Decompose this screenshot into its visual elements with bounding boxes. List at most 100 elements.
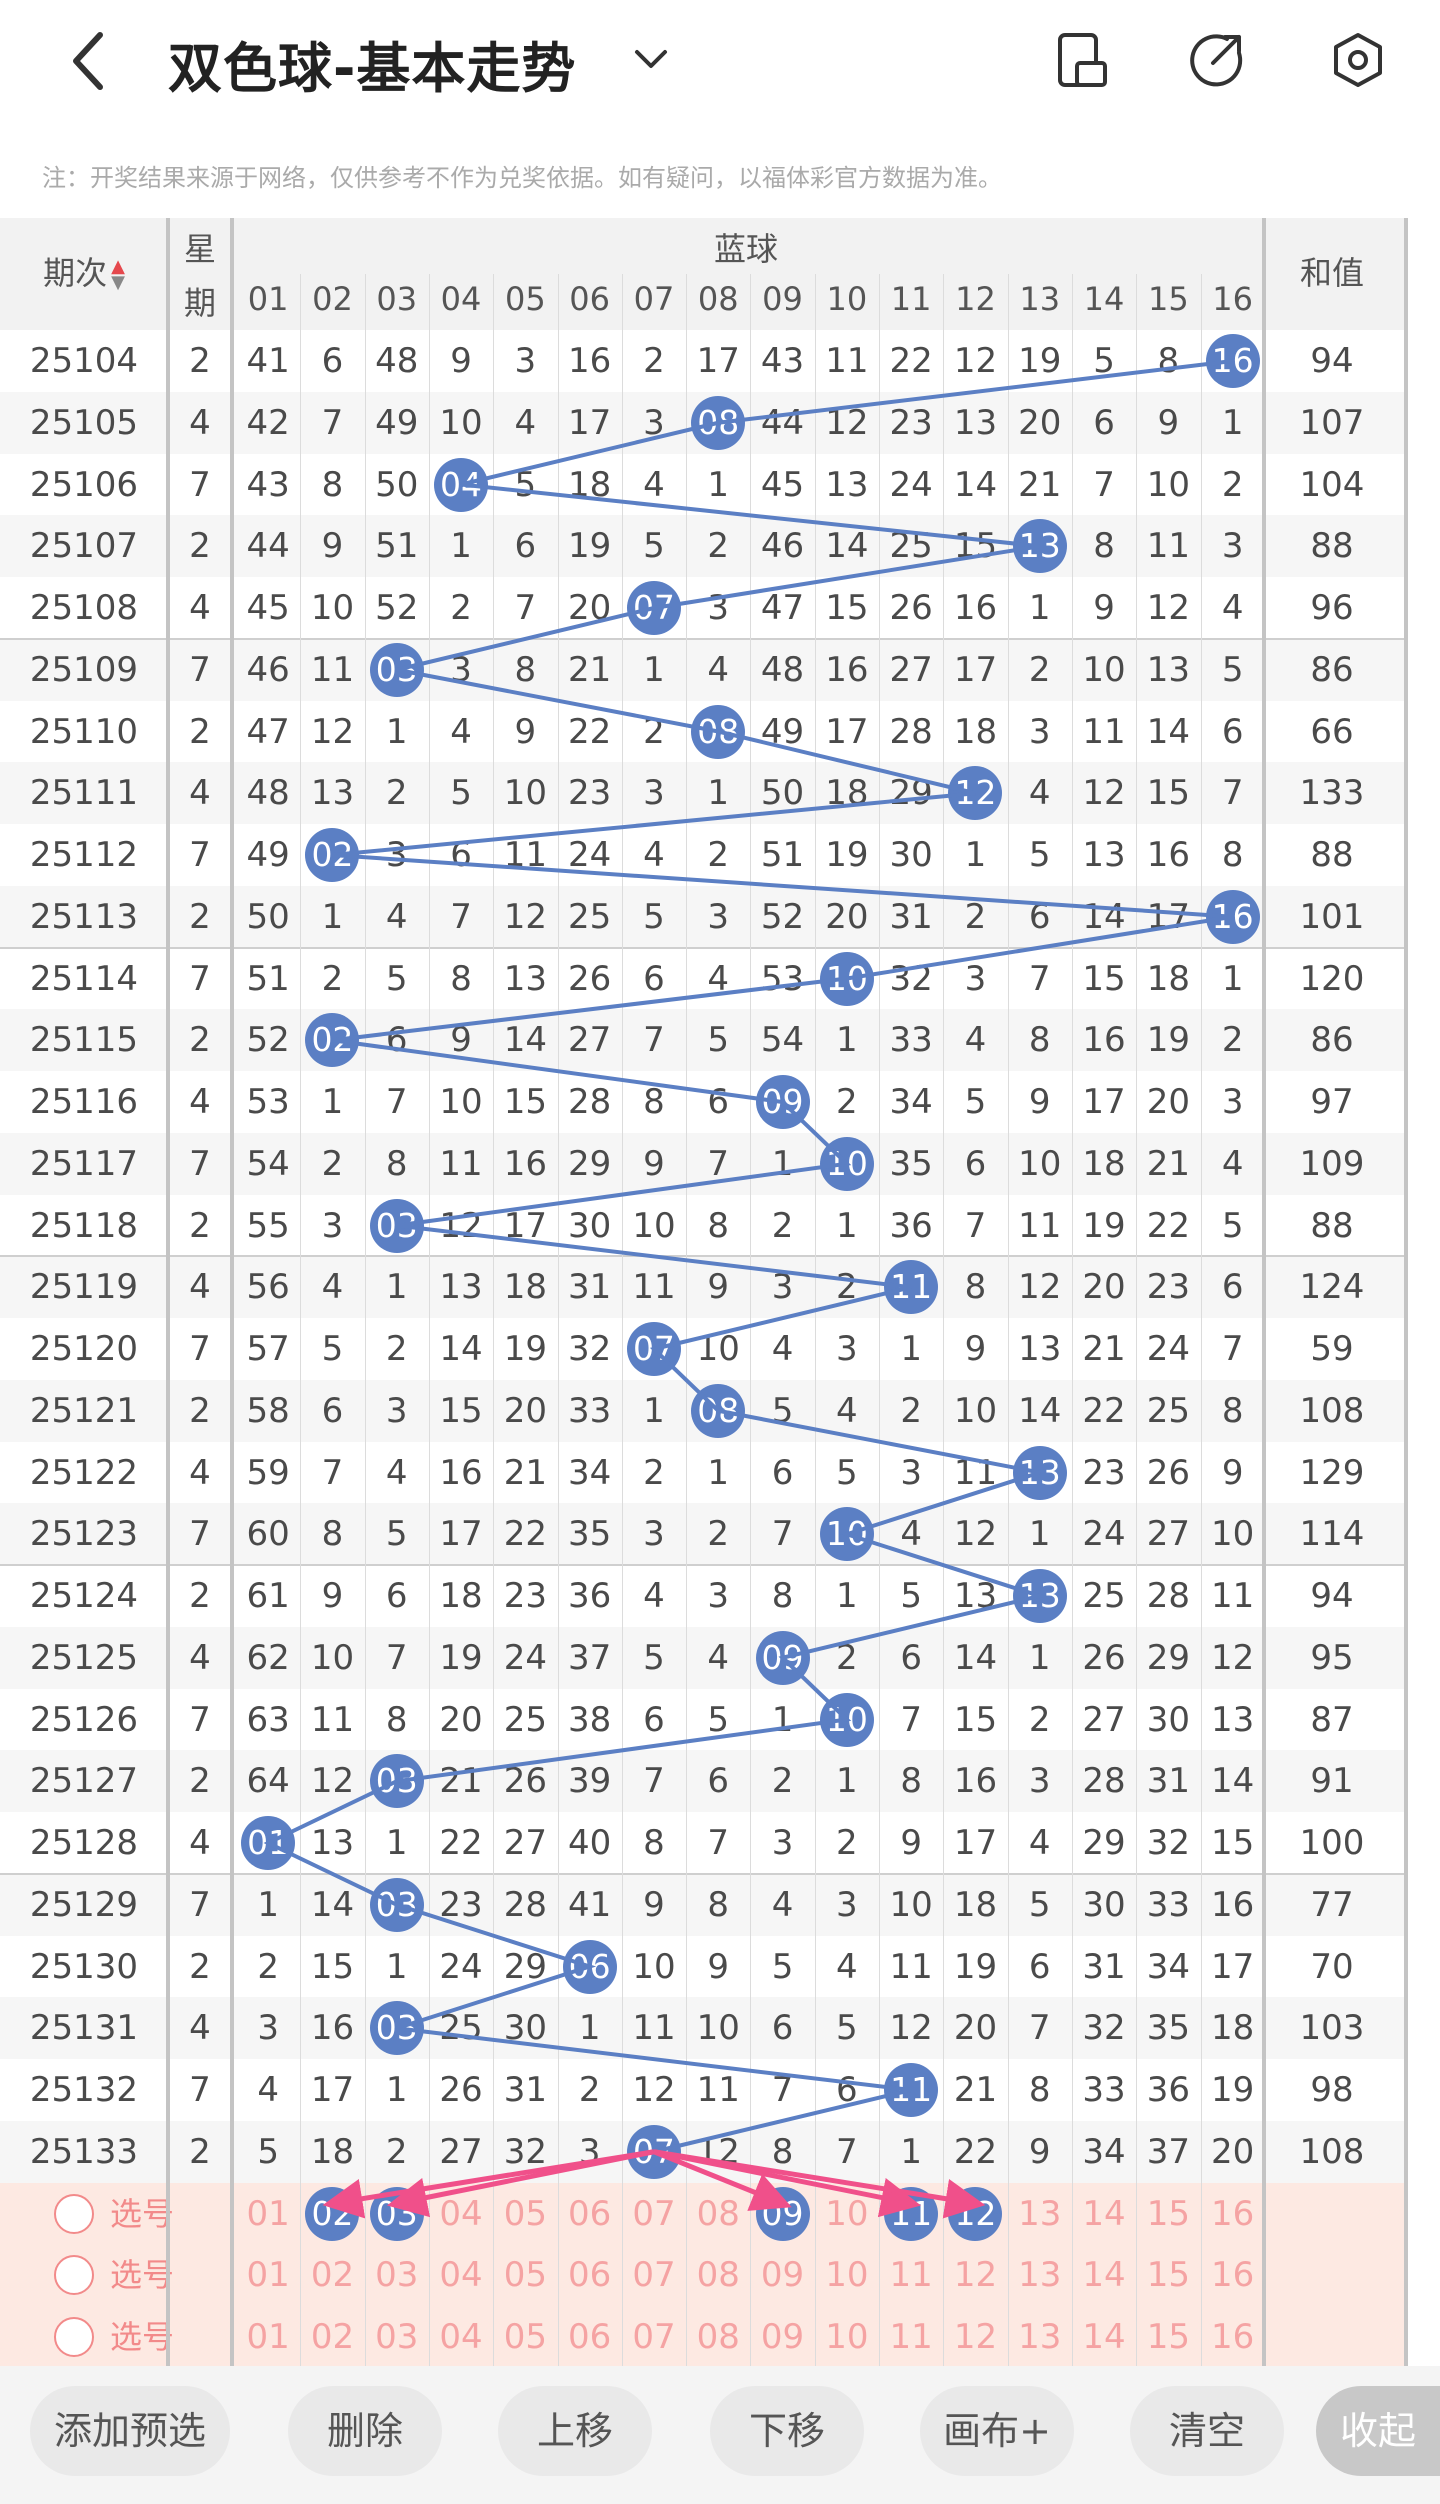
back-button[interactable] — [58, 26, 118, 96]
selectable-number[interactable]: 06 — [568, 2317, 612, 2357]
miss-count: 1 — [771, 1699, 794, 1740]
miss-count: 15 — [1146, 773, 1190, 814]
selectable-number[interactable]: 04 — [439, 2317, 483, 2357]
selectable-number[interactable]: 15 — [1146, 2255, 1190, 2296]
collapse-button[interactable]: 收起 — [1316, 2386, 1440, 2476]
selectable-number[interactable]: 01 — [246, 2317, 290, 2357]
issue-header[interactable]: 期次 ▲ ▼ — [0, 248, 168, 294]
selectable-number[interactable]: 07 — [632, 2255, 676, 2296]
selectable-number[interactable]: 05 — [503, 2193, 547, 2234]
miss-count: 3 — [1221, 526, 1244, 567]
selectable-number[interactable]: 10 — [825, 2193, 869, 2234]
weekday: 7 — [189, 1699, 211, 1740]
miss-count: 2 — [1028, 1699, 1051, 1740]
move-down-button[interactable]: 下移 — [710, 2386, 864, 2476]
add-preselect-button[interactable]: 添加预选 — [30, 2386, 230, 2476]
blue-ball-hit: 08 — [691, 1383, 746, 1438]
selectable-number[interactable]: 04 — [439, 2193, 483, 2234]
share-button[interactable] — [1184, 28, 1248, 92]
miss-count: 18 — [310, 2131, 355, 2172]
page-title[interactable]: 双色球-基本走势 — [168, 37, 577, 100]
selected-number-ball[interactable]: 09 — [755, 2186, 810, 2241]
selectable-number[interactable]: 07 — [632, 2317, 676, 2357]
selectable-number[interactable]: 06 — [568, 2255, 612, 2296]
selected-number-ball[interactable]: 12 — [948, 2186, 1003, 2241]
selectable-number[interactable]: 15 — [1146, 2193, 1190, 2234]
selectable-number[interactable]: 12 — [953, 2255, 998, 2296]
selectable-number[interactable]: 01 — [246, 2255, 290, 2296]
settings-button[interactable] — [1326, 28, 1390, 92]
selected-number-ball[interactable]: 03 — [369, 2186, 424, 2241]
selectable-number[interactable]: 09 — [760, 2317, 805, 2357]
selected-number-ball[interactable]: 02 — [305, 2186, 360, 2241]
column-divider — [1136, 274, 1138, 2368]
weekday: 7 — [189, 2070, 211, 2110]
miss-count: 6 — [707, 1761, 730, 1802]
selection-row: 选号 01 02 03 04 05 06 07 08 09 10 11 12 13 14 15 16 — [0, 2244, 1408, 2306]
miss-count: 18 — [568, 464, 612, 505]
miss-count: 14 — [825, 526, 869, 567]
miss-count: 50 — [375, 464, 419, 505]
selectable-number[interactable]: 08 — [696, 2317, 740, 2357]
selection-radio[interactable] — [54, 2255, 94, 2296]
selectable-number[interactable]: 05 — [503, 2317, 547, 2357]
selectable-number[interactable]: 07 — [632, 2193, 676, 2234]
blue-number-header: 06 — [569, 280, 610, 318]
miss-count: 25 — [1082, 1576, 1126, 1616]
issue-number: 25123 — [29, 1514, 139, 1555]
selected-number-ball[interactable]: 11 — [884, 2186, 939, 2241]
miss-count: 1 — [385, 1267, 408, 1308]
selectable-number[interactable]: 13 — [1018, 2255, 1062, 2296]
miss-count: 32 — [1082, 2008, 1126, 2049]
selectable-number[interactable]: 01 — [246, 2193, 290, 2234]
selectable-number[interactable]: 14 — [1082, 2255, 1126, 2296]
miss-count: 13 — [503, 958, 547, 999]
selectable-number[interactable]: 10 — [825, 2317, 869, 2357]
selectable-number[interactable]: 14 — [1082, 2317, 1126, 2357]
selection-radio[interactable] — [54, 2193, 94, 2234]
miss-count: 10 — [439, 402, 483, 443]
miss-count: 5 — [385, 1514, 408, 1555]
selectable-number[interactable]: 11 — [889, 2317, 933, 2357]
selectable-number[interactable]: 08 — [696, 2255, 740, 2296]
selectable-number[interactable]: 10 — [825, 2255, 869, 2296]
move-up-button[interactable]: 上移 — [498, 2386, 652, 2476]
selectable-number[interactable]: 14 — [1082, 2193, 1126, 2234]
column-divider — [1262, 218, 1266, 2368]
delete-button[interactable]: 删除 — [288, 2386, 442, 2476]
miss-count: 6 — [771, 2008, 794, 2049]
selectable-number[interactable]: 03 — [375, 2317, 419, 2357]
miss-count: 29 — [568, 1143, 612, 1184]
selectable-number[interactable]: 16 — [1211, 2193, 1255, 2234]
clear-button[interactable]: 清空 — [1130, 2386, 1284, 2476]
title-dropdown[interactable] — [626, 34, 676, 84]
selectable-number[interactable]: 15 — [1146, 2317, 1190, 2357]
column-divider — [300, 274, 302, 2368]
selectable-number[interactable]: 06 — [568, 2193, 612, 2234]
selectable-number[interactable]: 08 — [696, 2193, 740, 2234]
layout-button[interactable] — [1050, 28, 1114, 92]
canvas-button[interactable]: 画布+ — [920, 2386, 1074, 2476]
issue-number: 25112 — [29, 835, 139, 875]
miss-count: 34 — [568, 1452, 612, 1493]
miss-count: 14 — [503, 1020, 547, 1061]
selectable-number[interactable]: 02 — [310, 2317, 355, 2357]
selectable-number[interactable]: 05 — [503, 2255, 547, 2296]
selectable-number[interactable]: 16 — [1211, 2255, 1255, 2296]
selectable-number[interactable]: 13 — [1018, 2193, 1062, 2234]
selectable-number[interactable]: 12 — [953, 2317, 998, 2357]
selectable-number[interactable]: 16 — [1211, 2317, 1255, 2357]
selectable-number[interactable]: 09 — [760, 2255, 805, 2296]
blue-ball-hit: 13 — [1012, 519, 1067, 574]
miss-count: 45 — [246, 588, 290, 628]
issue-number: 25121 — [29, 1390, 139, 1431]
selectable-number[interactable]: 02 — [310, 2255, 355, 2296]
miss-count: 16 — [1146, 835, 1190, 875]
selectable-number[interactable]: 13 — [1018, 2317, 1062, 2357]
miss-count: 6 — [1028, 1946, 1051, 1987]
selectable-number[interactable]: 11 — [889, 2255, 933, 2296]
selection-radio[interactable] — [54, 2317, 94, 2357]
selectable-number[interactable]: 03 — [375, 2255, 419, 2296]
selectable-number[interactable]: 04 — [439, 2255, 483, 2296]
issue-number: 25117 — [29, 1143, 139, 1184]
